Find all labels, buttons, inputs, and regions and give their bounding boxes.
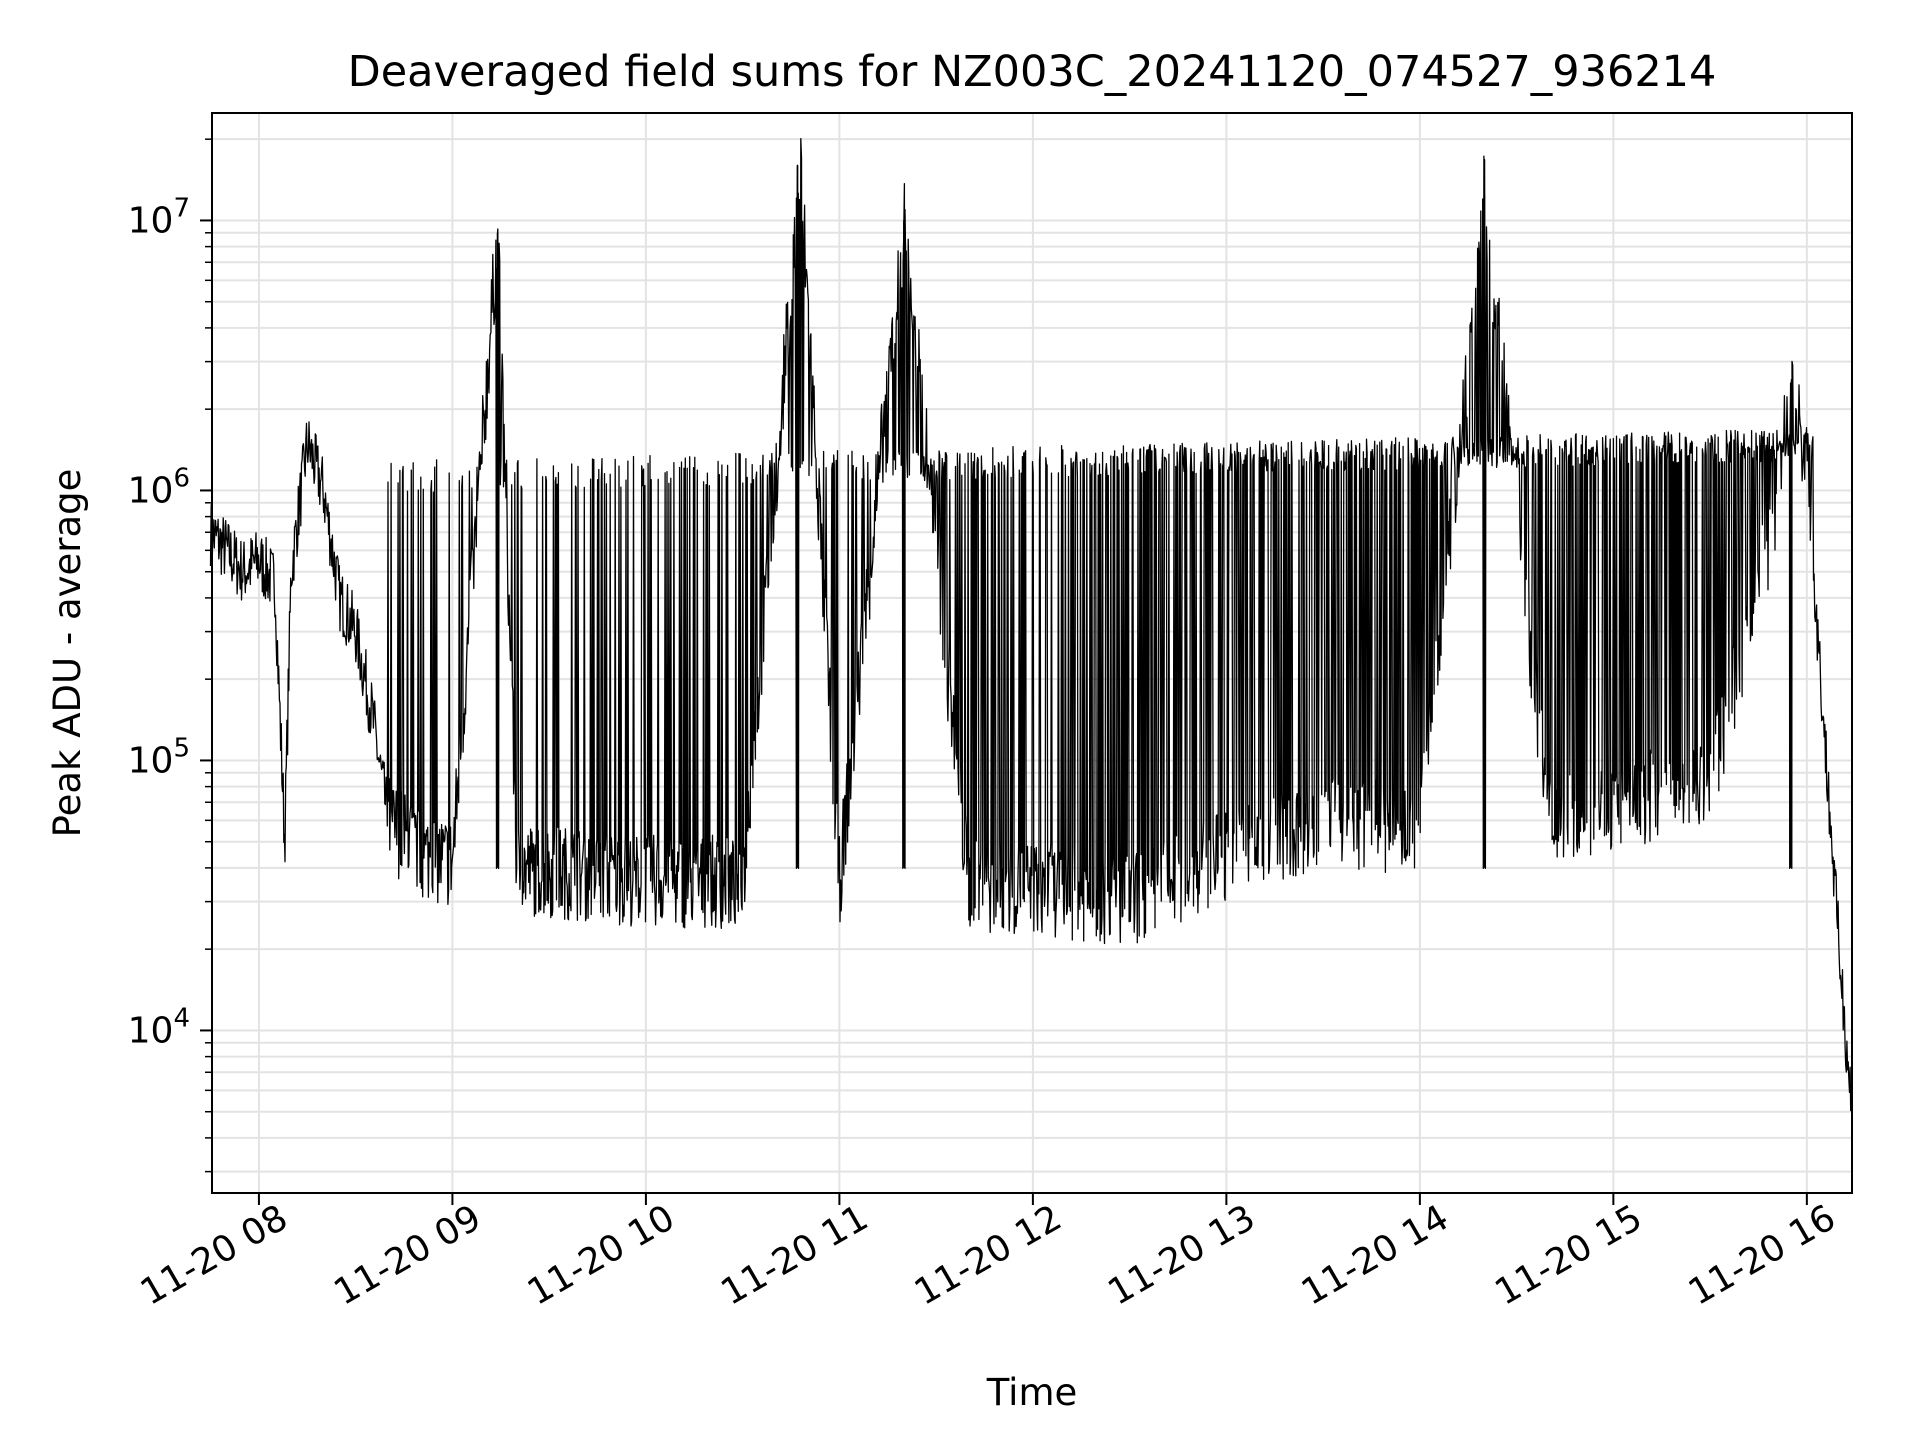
y-tick-label: 106 (128, 463, 190, 511)
y-axis-label: Peak ADU - average (46, 469, 89, 838)
y-tick-label: 107 (128, 193, 190, 241)
y-tick-label: 104 (128, 1003, 190, 1051)
series-line (209, 138, 1853, 1112)
data-layer (209, 138, 1853, 1112)
chart-title: Deaveraged field sums for NZ003C_2024112… (348, 47, 1717, 97)
x-axis-label: Time (986, 1371, 1078, 1414)
y-tick-label: 105 (128, 733, 190, 781)
